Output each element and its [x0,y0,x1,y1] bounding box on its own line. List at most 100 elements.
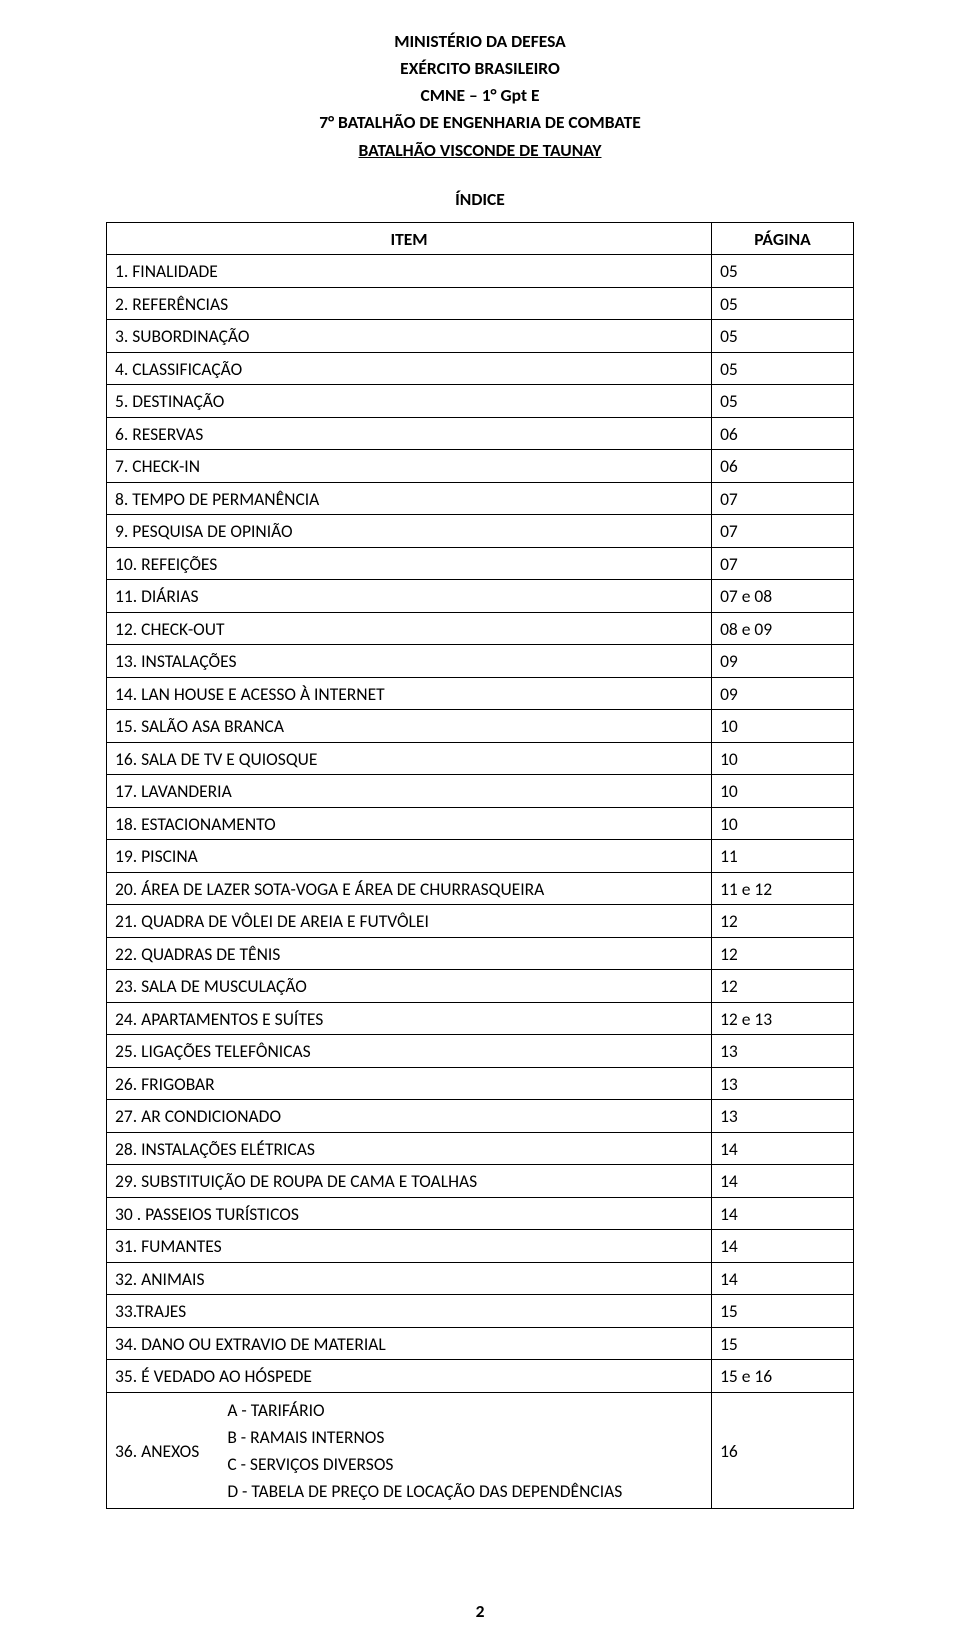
table-row: 20. ÁREA DE LAZER SOTA-VOGA E ÁREA DE CH… [107,872,854,905]
table-row: 13. INSTALAÇÕES09 [107,645,854,678]
item-cell: 16. SALA DE TV E QUIOSQUE [107,742,712,775]
page-cell: 09 [712,677,854,710]
table-row: 9. PESQUISA DE OPINIÃO07 [107,515,854,548]
page-cell: 05 [712,287,854,320]
anexo-label: 36. ANEXOS [115,1439,199,1464]
anexo-sublist: A - TARIFÁRIOB - RAMAIS INTERNOSC - SERV… [227,1397,622,1506]
table-row: 34. DANO OU EXTRAVIO DE MATERIAL15 [107,1327,854,1360]
table-row: 7. CHECK-IN06 [107,450,854,483]
page-cell: 13 [712,1035,854,1068]
table-row: 28. INSTALAÇÕES ELÉTRICAS14 [107,1132,854,1165]
table-row: 29. SUBSTITUIÇÃO DE ROUPA DE CAMA E TOAL… [107,1165,854,1198]
page-cell: 14 [712,1197,854,1230]
anexo-subline: B - RAMAIS INTERNOS [227,1424,622,1451]
page-cell: 09 [712,645,854,678]
table-row: 6. RESERVAS06 [107,417,854,450]
table-row: 27. AR CONDICIONADO13 [107,1100,854,1133]
item-cell: 15. SALÃO ASA BRANCA [107,710,712,743]
page-cell: 13 [712,1100,854,1133]
item-cell: 7. CHECK-IN [107,450,712,483]
table-row: 32. ANIMAIS14 [107,1262,854,1295]
page-cell: 14 [712,1132,854,1165]
table-row: 30 . PASSEIOS TURÍSTICOS14 [107,1197,854,1230]
table-row: 25. LIGAÇÕES TELEFÔNICAS13 [107,1035,854,1068]
page-number: 2 [0,1600,960,1622]
table-row-anexos: 36. ANEXOS A - TARIFÁRIOB - RAMAIS INTERN… [107,1392,854,1509]
table-row: 24. APARTAMENTOS E SUÍTES12 e 13 [107,1002,854,1035]
page-cell: 06 [712,450,854,483]
item-cell: 17. LAVANDERIA [107,775,712,808]
table-row: 15. SALÃO ASA BRANCA10 [107,710,854,743]
anexo-page-cell: 16 [712,1392,854,1509]
document-header: MINISTÉRIO DA DEFESA EXÉRCITO BRASILEIRO… [106,28,854,164]
header-line-3: CMNE – 1° Gpt E [106,82,854,109]
item-cell: 4. CLASSIFICAÇÃO [107,352,712,385]
table-row: 21. QUADRA DE VÔLEI DE AREIA E FUTVÔLEI1… [107,905,854,938]
header-line-4: 7° BATALHÃO DE ENGENHARIA DE COMBATE [106,109,854,136]
page-cell: 12 e 13 [712,1002,854,1035]
item-cell: 32. ANIMAIS [107,1262,712,1295]
table-row: 1. FINALIDADE05 [107,255,854,288]
page-cell: 05 [712,385,854,418]
table-row: 23. SALA DE MUSCULAÇÃO12 [107,970,854,1003]
table-row: 10. REFEIÇÕES07 [107,547,854,580]
item-cell: 9. PESQUISA DE OPINIÃO [107,515,712,548]
index-table: ITEMPÁGINA1. FINALIDADE052. REFERÊNCIAS0… [106,222,854,1510]
anexo-subline: C - SERVIÇOS DIVERSOS [227,1451,622,1478]
item-cell: 14. LAN HOUSE E ACESSO À INTERNET [107,677,712,710]
item-cell: 23. SALA DE MUSCULAÇÃO [107,970,712,1003]
table-row: 22. QUADRAS DE TÊNIS12 [107,937,854,970]
item-cell: 12. CHECK-OUT [107,612,712,645]
item-cell: 20. ÁREA DE LAZER SOTA-VOGA E ÁREA DE CH… [107,872,712,905]
table-row: 17. LAVANDERIA10 [107,775,854,808]
page-cell: 10 [712,742,854,775]
item-cell: 18. ESTACIONAMENTO [107,807,712,840]
table-row: 14. LAN HOUSE E ACESSO À INTERNET09 [107,677,854,710]
table-row: 16. SALA DE TV E QUIOSQUE10 [107,742,854,775]
page-cell: 14 [712,1230,854,1263]
item-cell: 28. INSTALAÇÕES ELÉTRICAS [107,1132,712,1165]
page-cell: 11 e 12 [712,872,854,905]
item-cell: 31. FUMANTES [107,1230,712,1263]
item-cell: 13. INSTALAÇÕES [107,645,712,678]
table-row: 4. CLASSIFICAÇÃO05 [107,352,854,385]
item-cell: 26. FRIGOBAR [107,1067,712,1100]
item-cell: 34. DANO OU EXTRAVIO DE MATERIAL [107,1327,712,1360]
table-row: 8. TEMPO DE PERMANÊNCIA07 [107,482,854,515]
table-row: 26. FRIGOBAR13 [107,1067,854,1100]
header-line-2: EXÉRCITO BRASILEIRO [106,55,854,82]
item-cell: 30 . PASSEIOS TURÍSTICOS [107,1197,712,1230]
item-cell: 33.TRAJES [107,1295,712,1328]
item-cell: 1. FINALIDADE [107,255,712,288]
page-cell: 07 e 08 [712,580,854,613]
page-cell: 10 [712,775,854,808]
item-cell: 5. DESTINAÇÃO [107,385,712,418]
anexo-subline: A - TARIFÁRIO [227,1397,622,1424]
table-row: 33.TRAJES15 [107,1295,854,1328]
page-cell: 05 [712,255,854,288]
page-cell: 15 [712,1295,854,1328]
table-row: 2. REFERÊNCIAS05 [107,287,854,320]
page-cell: 11 [712,840,854,873]
table-row: 19. PISCINA11 [107,840,854,873]
item-cell: 2. REFERÊNCIAS [107,287,712,320]
page-cell: 12 [712,905,854,938]
page-cell: 07 [712,547,854,580]
table-header-row: ITEMPÁGINA [107,222,854,255]
page-cell: 12 [712,937,854,970]
table-row: 18. ESTACIONAMENTO10 [107,807,854,840]
page-cell: 15 e 16 [712,1360,854,1393]
item-cell: 3. SUBORDINAÇÃO [107,320,712,353]
page-cell: 10 [712,710,854,743]
page-cell: 15 [712,1327,854,1360]
page-cell: 08 e 09 [712,612,854,645]
page-cell: 07 [712,482,854,515]
anexo-item-cell: 36. ANEXOS A - TARIFÁRIOB - RAMAIS INTERN… [107,1392,712,1509]
table-row: 31. FUMANTES14 [107,1230,854,1263]
item-cell: 8. TEMPO DE PERMANÊNCIA [107,482,712,515]
item-cell: 11. DIÁRIAS [107,580,712,613]
table-row: 5. DESTINAÇÃO05 [107,385,854,418]
item-cell: 21. QUADRA DE VÔLEI DE AREIA E FUTVÔLEI [107,905,712,938]
table-row: 35. É VEDADO AO HÓSPEDE15 e 16 [107,1360,854,1393]
page-cell: 05 [712,352,854,385]
